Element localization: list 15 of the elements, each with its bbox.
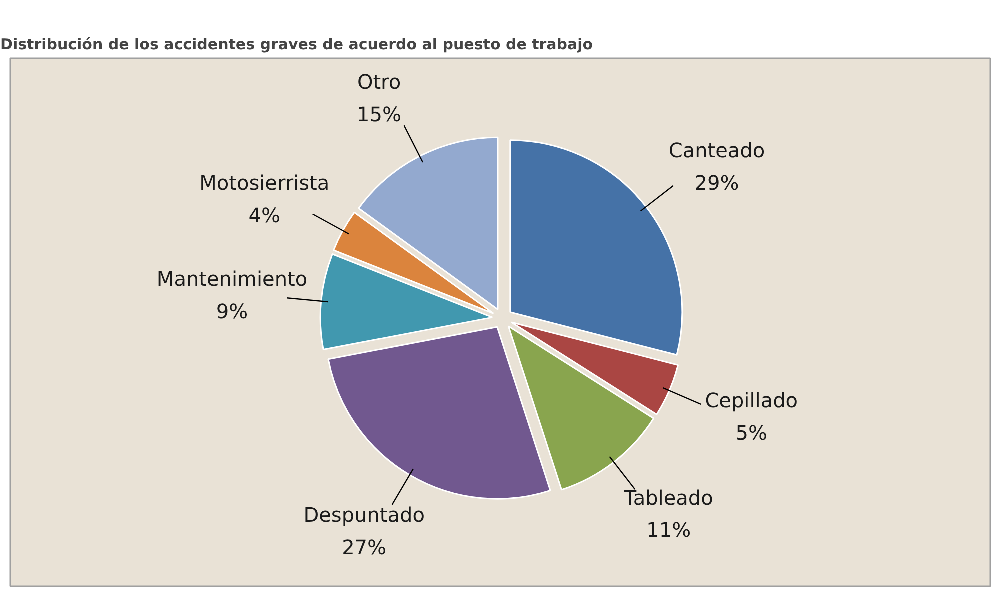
slice-label: Motosierrista (200, 171, 330, 196)
data-label: 5% (736, 420, 768, 445)
data-label: 29% (694, 171, 740, 196)
data-label: 11% (646, 518, 692, 542)
chart-title: Distribución de los accidentes graves de acuerdo al puesto de trabajo (0, 36, 594, 54)
slice-label: Cepillado (705, 388, 798, 413)
slice-label: Otro (357, 70, 402, 94)
slice-label: Tableado (623, 486, 714, 510)
data-label: 4% (248, 204, 281, 228)
slice-label: Despuntado (304, 503, 425, 528)
slice-label: Canteado (668, 138, 766, 163)
data-label: 27% (342, 536, 387, 560)
data-label: 9% (216, 299, 248, 324)
slice-label: Mantenimiento (156, 267, 308, 292)
data-label: 15% (357, 102, 402, 126)
